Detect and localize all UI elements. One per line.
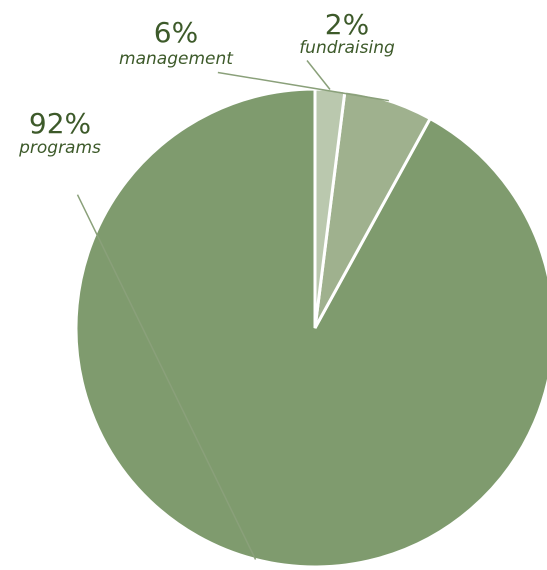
pie-slice-programs [74,87,547,569]
leader-lines [76,60,389,560]
management-percent-label: 6% [154,16,198,49]
leader-line-programs [76,194,257,560]
leader-line-management [217,71,389,102]
fundraising-category-label: fundraising [299,38,395,58]
management-category-label: management [119,49,234,69]
fundraising-percent-label: 2% [325,8,369,41]
programs-category-label: programs [18,138,101,158]
leader-line-fundraising [306,60,331,90]
pie-slices [74,87,547,569]
programs-percent-label: 92% [29,107,91,140]
